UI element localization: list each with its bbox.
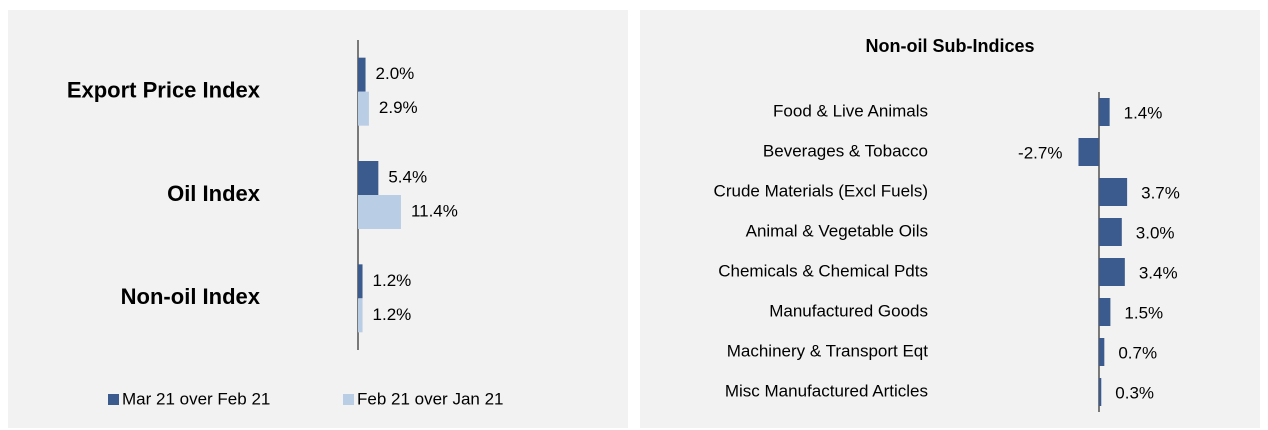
bar (1099, 298, 1111, 326)
value-label: 2.9% (379, 98, 418, 117)
bar (358, 195, 401, 229)
category-label: Non-oil Index (121, 284, 261, 309)
value-label: 3.7% (1141, 183, 1180, 202)
category-label: Manufactured Goods (769, 301, 928, 320)
bar (358, 298, 363, 333)
category-label: Crude Materials (Excl Fuels) (714, 181, 928, 200)
value-label: 0.3% (1115, 383, 1154, 402)
category-label: Misc Manufactured Articles (725, 381, 928, 400)
value-label: 5.4% (388, 167, 427, 186)
value-label: 3.4% (1139, 263, 1178, 282)
right-panel (640, 10, 1260, 428)
value-label: 1.5% (1124, 303, 1163, 322)
category-label: Machinery & Transport Eqt (727, 341, 929, 360)
legend-swatch (343, 394, 354, 405)
bar (1099, 98, 1110, 126)
bar (1099, 218, 1122, 246)
value-label: 2.0% (376, 64, 415, 83)
bar (1099, 378, 1102, 406)
category-label: Export Price Index (67, 77, 261, 102)
value-label: -2.7% (1018, 143, 1062, 162)
bar (358, 57, 366, 92)
category-label: Chemicals & Chemical Pdts (718, 261, 928, 280)
value-label: 0.7% (1118, 343, 1157, 362)
chart-title: Non-oil Sub-Indices (866, 36, 1035, 56)
value-label: 1.4% (1124, 103, 1163, 122)
value-label: 1.2% (373, 271, 412, 290)
bar (1099, 258, 1125, 286)
category-label: Food & Live Animals (773, 101, 928, 120)
bar (358, 91, 369, 126)
bar (1078, 138, 1099, 166)
category-label: Oil Index (167, 181, 261, 206)
legend-label: Feb 21 over Jan 21 (357, 389, 503, 408)
value-label: 11.4% (411, 201, 458, 220)
bar (1099, 338, 1105, 366)
left-panel (8, 10, 628, 428)
category-label: Animal & Vegetable Oils (746, 221, 928, 240)
bar (358, 161, 379, 195)
legend-swatch (108, 394, 119, 405)
bar (1099, 178, 1128, 206)
bar (358, 264, 363, 299)
value-label: 3.0% (1136, 223, 1175, 242)
category-label: Beverages & Tobacco (763, 141, 928, 160)
value-label: 1.2% (373, 305, 412, 324)
legend-label: Mar 21 over Feb 21 (122, 389, 270, 408)
